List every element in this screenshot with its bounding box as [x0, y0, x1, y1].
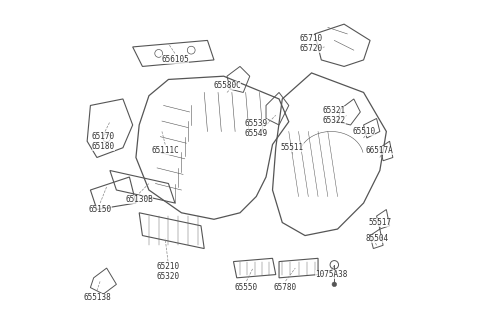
Text: 65321
65322: 65321 65322 [323, 106, 346, 125]
Text: 65170
65180: 65170 65180 [92, 132, 115, 151]
Text: 66517A: 66517A [366, 147, 394, 155]
Text: 55517: 55517 [368, 218, 391, 227]
Text: 65150: 65150 [89, 205, 112, 214]
Text: 65130B: 65130B [125, 195, 153, 204]
Text: 65510: 65510 [352, 127, 375, 136]
Text: 1075A38: 1075A38 [315, 270, 347, 279]
Text: 85504: 85504 [365, 234, 388, 243]
Text: 65550: 65550 [235, 283, 258, 292]
Text: 65210
65320: 65210 65320 [157, 262, 180, 281]
Text: 55511: 55511 [280, 143, 303, 152]
Text: 655138: 655138 [83, 293, 111, 302]
Text: 65111C: 65111C [151, 147, 179, 155]
Text: 65580C: 65580C [213, 81, 241, 91]
Text: 656105: 656105 [161, 55, 189, 64]
Text: 65710
65720: 65710 65720 [300, 34, 323, 53]
Text: 65539
65549: 65539 65549 [245, 118, 268, 138]
Text: 65780: 65780 [274, 283, 297, 292]
Circle shape [332, 282, 336, 287]
